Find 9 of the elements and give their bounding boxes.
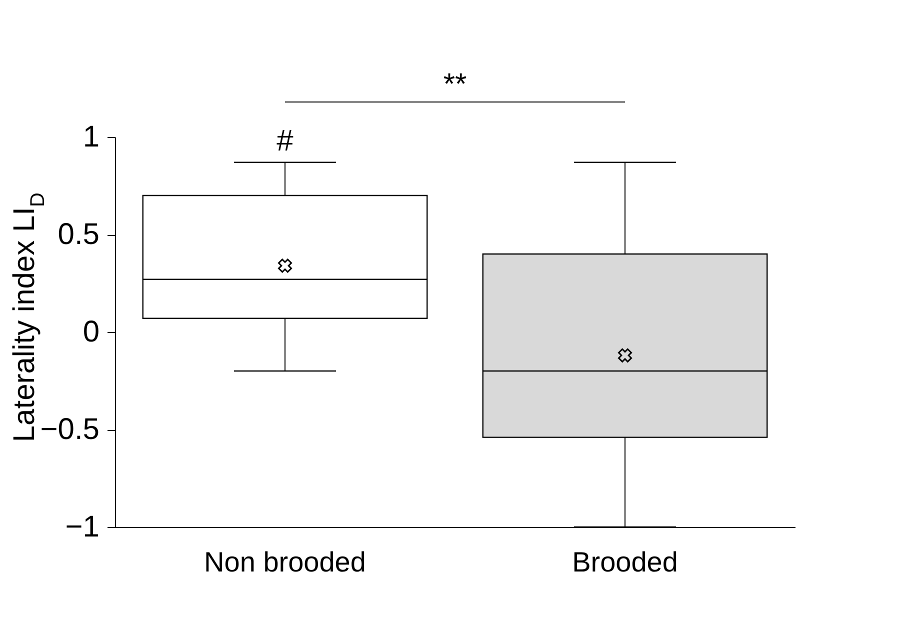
y-tick-label: −1 (65, 510, 100, 544)
text: ** (443, 68, 467, 101)
annotation: # (276, 124, 294, 158)
y-tick-label: 0.5 (58, 218, 100, 251)
x-tick-label: Non brooded (204, 546, 366, 578)
y-tick-label: 0 (82, 316, 100, 348)
y-tick-label: 1 (82, 120, 100, 154)
x-tick-label: Brooded (572, 546, 678, 578)
y-tick-label: −0.5 (40, 413, 100, 446)
